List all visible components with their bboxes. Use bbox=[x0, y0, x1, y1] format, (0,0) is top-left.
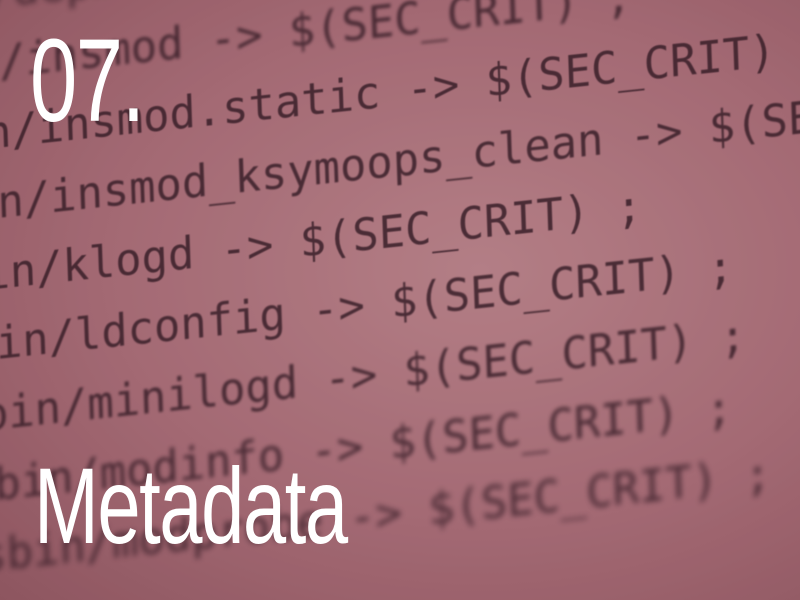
section-number: 07. bbox=[30, 15, 145, 147]
section-title: Metadata bbox=[34, 445, 348, 566]
